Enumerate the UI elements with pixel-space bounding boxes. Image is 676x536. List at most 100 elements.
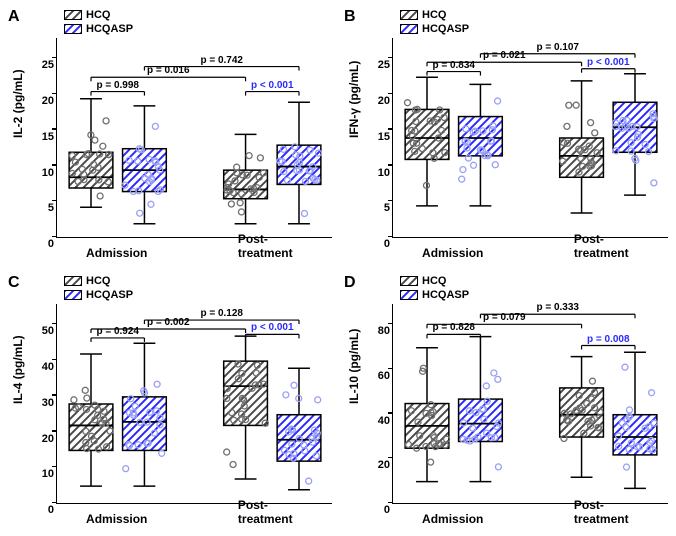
p-value-label: p < 0.001 <box>587 57 630 68</box>
y-axis-label: IFN-γ (pg/mL) <box>347 61 361 138</box>
y-tick-label: 0 <box>36 504 54 516</box>
data-point <box>623 464 629 470</box>
x-category-label: Post-treatment <box>574 498 641 526</box>
data-point <box>470 162 476 168</box>
data-point <box>492 162 498 168</box>
data-point <box>103 118 109 124</box>
legend: HCQ HCQASP <box>64 8 133 36</box>
data-point <box>495 98 501 104</box>
data-point <box>92 137 98 143</box>
p-value-label: p = 0.021 <box>483 50 526 61</box>
data-point <box>626 407 632 413</box>
data-point <box>460 167 466 173</box>
data-point <box>100 143 106 149</box>
data-point <box>137 210 143 216</box>
y-tick-label: 80 <box>372 325 390 337</box>
p-value-label: p = 0.998 <box>96 80 139 91</box>
y-tick-label: 0 <box>36 238 54 250</box>
panel-c: C HCQ HCQASP IL-4 (pg/mL) <box>8 274 338 534</box>
legend-label-hcq: HCQ <box>422 8 446 22</box>
y-tick-label: 25 <box>36 59 54 71</box>
panel-b: B HCQ HCQASP IFN-γ (pg/mL) <box>344 8 674 268</box>
data-point <box>152 123 158 129</box>
data-point <box>97 193 103 199</box>
p-value-label: p = 0.016 <box>147 65 190 76</box>
y-tick-label: 10 <box>36 167 54 179</box>
panel-letter: D <box>344 274 356 292</box>
p-value-label: p = 0.924 <box>96 326 139 337</box>
legend-label-hcq: HCQ <box>86 8 110 22</box>
data-point <box>588 120 594 126</box>
panel-grid: A HCQ HCQASP IL-2 (pg/mL) <box>8 8 668 528</box>
legend: HCQ HCQASP <box>400 274 469 302</box>
plot-area: p = 0.834p = 0.021p = 0.107p < 0.001 <box>392 38 668 238</box>
x-category-label: Admission <box>86 512 147 526</box>
data-point <box>495 376 501 382</box>
chart-svg <box>57 38 333 238</box>
data-point <box>159 450 165 456</box>
data-point <box>154 381 160 387</box>
legend-label-hcq: HCQ <box>86 274 110 288</box>
x-category-label: Admission <box>422 512 483 526</box>
x-category-label: Admission <box>86 246 147 260</box>
data-point <box>459 176 465 182</box>
x-category-label: Post-treatment <box>574 232 641 260</box>
legend-label-hcqasp: HCQASP <box>86 288 133 302</box>
y-tick-label: 20 <box>36 95 54 107</box>
p-value-label: p = 0.128 <box>200 308 243 319</box>
data-point <box>306 478 312 484</box>
data-point <box>301 211 307 217</box>
data-point <box>483 383 489 389</box>
legend-item-hcq: HCQ <box>400 274 469 288</box>
y-tick-label: 30 <box>36 397 54 409</box>
y-tick-label: 20 <box>36 433 54 445</box>
data-point <box>71 397 77 403</box>
data-point <box>592 130 598 136</box>
plot-area: p = 0.828p = 0.079p = 0.333p = 0.008 <box>392 304 668 504</box>
legend-item-hcqasp: HCQASP <box>400 22 469 36</box>
y-axis-label: IL-4 (pg/mL) <box>11 335 25 404</box>
data-point <box>495 464 501 470</box>
y-tick-label: 10 <box>372 167 390 179</box>
data-point <box>283 392 289 398</box>
data-point <box>246 153 252 159</box>
panel-letter: B <box>344 8 356 26</box>
y-tick-label: 25 <box>372 59 390 71</box>
y-tick-label: 0 <box>372 504 390 516</box>
y-tick-label: 5 <box>372 202 390 214</box>
panel-d: D HCQ HCQASP IL-10 (pg/mL) <box>344 274 674 534</box>
y-tick-label: 40 <box>36 361 54 373</box>
legend-item-hcq: HCQ <box>64 274 133 288</box>
data-point <box>230 461 236 467</box>
data-point <box>84 395 90 401</box>
data-point <box>491 370 497 376</box>
data-point <box>237 200 243 206</box>
y-tick-label: 15 <box>36 131 54 143</box>
y-tick-label: 5 <box>36 202 54 214</box>
x-category-label: Admission <box>422 246 483 260</box>
data-point <box>238 209 244 215</box>
data-point <box>589 378 595 384</box>
y-tick-label: 60 <box>372 370 390 382</box>
y-tick-label: 50 <box>36 325 54 337</box>
data-point <box>573 102 579 108</box>
y-tick-label: 40 <box>372 415 390 427</box>
data-point <box>622 364 628 370</box>
plot-area: p = 0.924p = 0.002p = 0.128p < 0.001 <box>56 304 332 504</box>
plot-area: p = 0.998p = 0.016p = 0.742p < 0.001 <box>56 38 332 238</box>
y-tick-label: 0 <box>372 238 390 250</box>
data-point <box>566 102 572 108</box>
data-point <box>291 382 297 388</box>
data-point <box>123 466 129 472</box>
y-tick-label: 15 <box>372 131 390 143</box>
legend-item-hcq: HCQ <box>64 8 133 22</box>
p-value-label: p = 0.828 <box>432 322 475 333</box>
data-point <box>315 397 321 403</box>
legend-label-hcqasp: HCQASP <box>422 288 469 302</box>
legend: HCQ HCQASP <box>64 274 133 302</box>
legend-item-hcq: HCQ <box>400 8 469 22</box>
data-point <box>228 201 234 207</box>
legend-label-hcqasp: HCQASP <box>86 22 133 36</box>
y-axis-label: IL-2 (pg/mL) <box>11 69 25 138</box>
p-value-label: p = 0.834 <box>432 60 475 71</box>
